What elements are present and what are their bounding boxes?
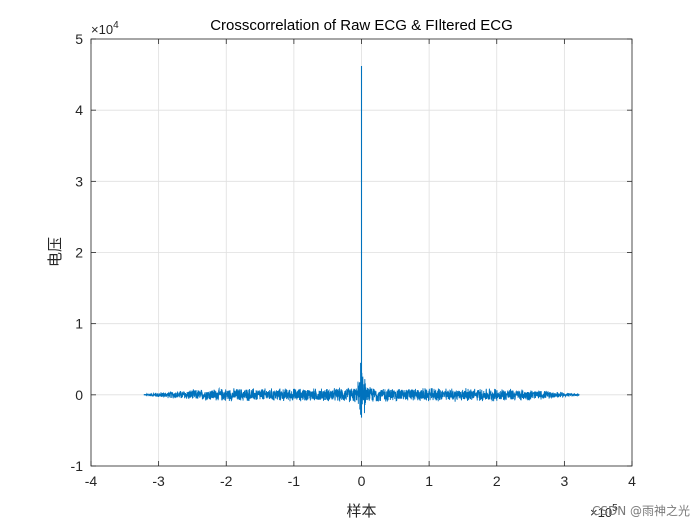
x-tick-label: 4 — [628, 473, 636, 489]
x-tick-label: -1 — [288, 473, 301, 489]
x-exponent-label: ×105 — [590, 503, 618, 520]
y-tick-label: -1 — [71, 458, 84, 474]
x-tick-label: 1 — [425, 473, 433, 489]
chart-title: Crosscorrelation of Raw ECG & FIltered E… — [210, 17, 513, 34]
x-tick-label: -3 — [152, 473, 165, 489]
x-exponent-power: 5 — [612, 503, 618, 514]
y-tick-label: 4 — [75, 102, 83, 118]
x-tick-label: 2 — [493, 473, 501, 489]
y-exponent-label: ×104 — [91, 20, 119, 37]
y-tick-label: 1 — [75, 316, 83, 332]
x-tick-label: -2 — [220, 473, 233, 489]
x-axis-label: 样本 — [346, 502, 376, 520]
y-tick-label: 5 — [75, 31, 83, 47]
y-tick-label: 2 — [75, 245, 83, 261]
y-exponent-power: 4 — [113, 20, 119, 31]
watermark: CSDN @雨神之光 — [591, 504, 690, 518]
y-exponent-base: ×10 — [91, 22, 113, 37]
series-layer — [143, 66, 580, 418]
x-exponent-base: ×10 — [590, 505, 612, 520]
y-tick-label: 0 — [75, 387, 83, 403]
x-tick-label: 0 — [358, 473, 366, 489]
ticks — [90, 38, 633, 467]
x-tick-label: -4 — [85, 473, 98, 489]
y-axis-label: 电压 — [46, 237, 64, 267]
x-tick-label: 3 — [560, 473, 568, 489]
tick-labels: -4 -3 -2 -1 0 1 2 3 4 -1 0 1 2 3 4 5 — [71, 31, 637, 489]
y-tick-label: 3 — [75, 173, 83, 189]
